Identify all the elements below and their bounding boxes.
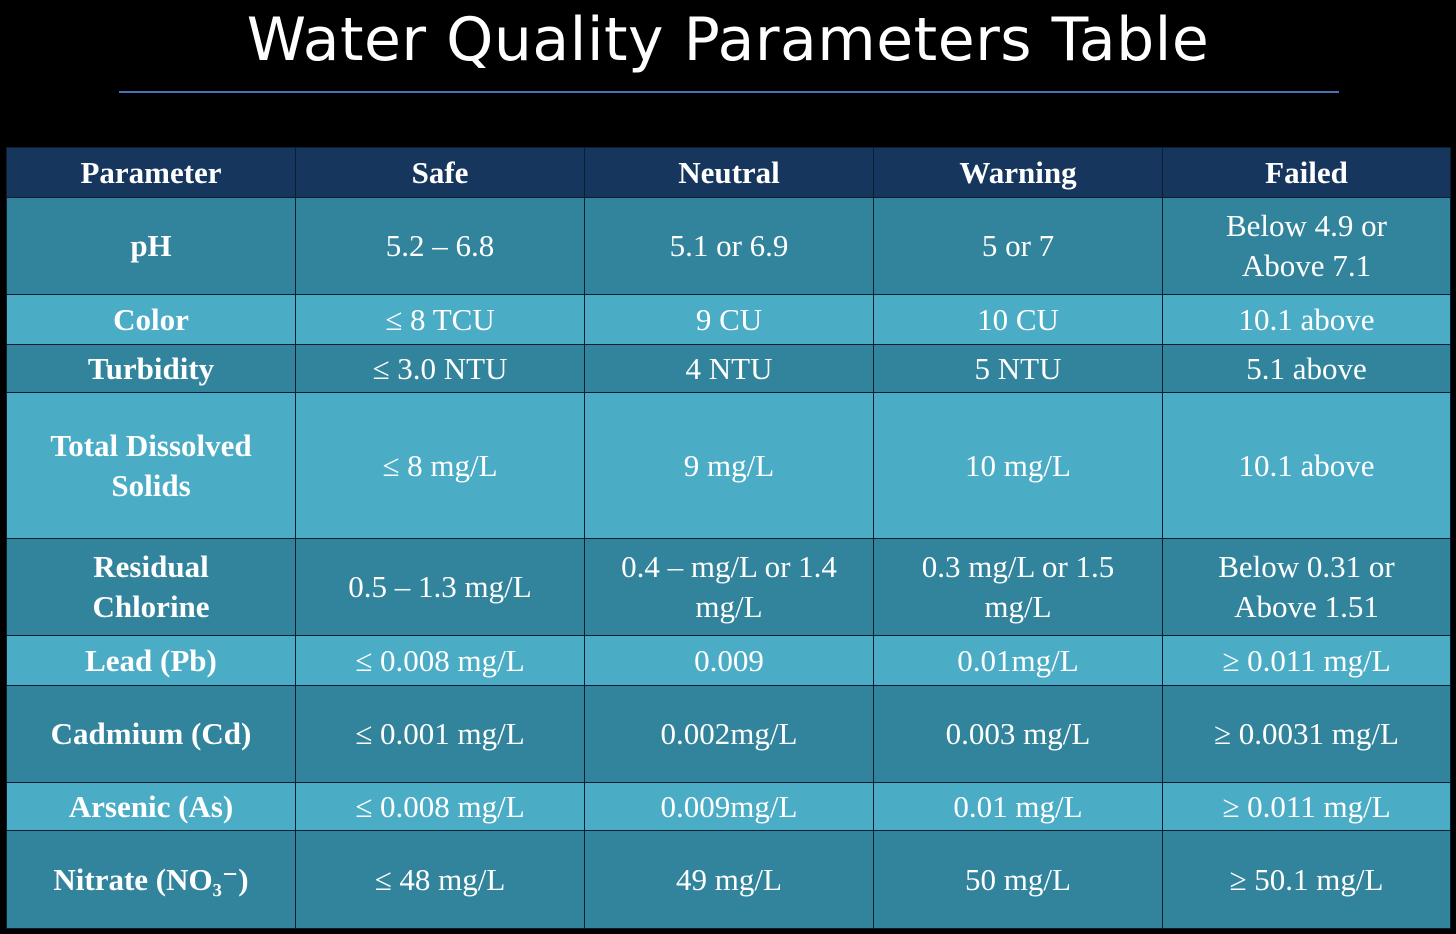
header-neutral: Neutral	[584, 147, 874, 198]
cell-failed: ≥ 0.011 mg/L	[1162, 635, 1451, 686]
cell-parameter: Cadmium (Cd)	[6, 685, 296, 783]
header-failed: Failed	[1162, 147, 1451, 198]
cell-neutral: 0.009mg/L	[584, 782, 874, 831]
cell-safe: ≤ 8 mg/L	[295, 392, 585, 539]
cell-neutral: 9 mg/L	[584, 392, 874, 539]
cell-failed: Below 4.9 or Above 7.1	[1162, 197, 1451, 295]
cell-parameter: Lead (Pb)	[6, 635, 296, 686]
cell-warning: 5 NTU	[873, 344, 1163, 393]
table-row: Arsenic (As) ≤ 0.008 mg/L 0.009mg/L 0.01…	[6, 782, 1451, 831]
page-title: Water Quality Parameters Table	[246, 5, 1210, 75]
cell-failed: 10.1 above	[1162, 294, 1451, 345]
cell-warning: 0.01mg/L	[873, 635, 1163, 686]
cell-safe: ≤ 8 TCU	[295, 294, 585, 345]
cell-parameter: Turbidity	[6, 344, 296, 393]
header-safe: Safe	[295, 147, 585, 198]
cell-neutral: 0.009	[584, 635, 874, 686]
cell-neutral: 5.1 or 6.9	[584, 197, 874, 295]
table-row: Lead (Pb) ≤ 0.008 mg/L 0.009 0.01mg/L ≥ …	[6, 635, 1451, 686]
title-divider	[119, 91, 1339, 93]
cell-warning: 0.01 mg/L	[873, 782, 1163, 831]
table-row: Turbidity ≤ 3.0 NTU 4 NTU 5 NTU 5.1 abov…	[6, 344, 1451, 393]
cell-failed: ≥ 0.0031 mg/L	[1162, 685, 1451, 783]
cell-parameter: Color	[6, 294, 296, 345]
table-row: Cadmium (Cd) ≤ 0.001 mg/L 0.002mg/L 0.00…	[6, 685, 1451, 783]
cell-safe: ≤ 3.0 NTU	[295, 344, 585, 393]
cell-warning: 10 mg/L	[873, 392, 1163, 539]
cell-parameter: pH	[6, 197, 296, 295]
cell-warning: 50 mg/L	[873, 830, 1163, 929]
cell-neutral: 0.4 – mg/L or 1.4 mg/L	[584, 538, 874, 636]
cell-safe: 0.5 – 1.3 mg/L	[295, 538, 585, 636]
cell-parameter: Residual Chlorine	[6, 538, 296, 636]
cell-parameter: Arsenic (As)	[6, 782, 296, 831]
table-row: pH 5.2 – 6.8 5.1 or 6.9 5 or 7 Below 4.9…	[6, 197, 1451, 295]
cell-safe: ≤ 48 mg/L	[295, 830, 585, 929]
cell-neutral: 0.002mg/L	[584, 685, 874, 783]
water-quality-table: Parameter Safe Neutral Warning Failed pH…	[6, 147, 1451, 929]
cell-warning: 0.003 mg/L	[873, 685, 1163, 783]
cell-failed: ≥ 50.1 mg/L	[1162, 830, 1451, 929]
cell-parameter: Total Dissolved Solids	[6, 392, 296, 539]
table-row: Color ≤ 8 TCU 9 CU 10 CU 10.1 above	[6, 294, 1451, 345]
cell-warning: 0.3 mg/L or 1.5 mg/L	[873, 538, 1163, 636]
cell-neutral: 4 NTU	[584, 344, 874, 393]
cell-safe: ≤ 0.001 mg/L	[295, 685, 585, 783]
cell-failed: Below 0.31 or Above 1.51	[1162, 538, 1451, 636]
table-row: Nitrate (NO₃⁻) ≤ 48 mg/L 49 mg/L 50 mg/L…	[6, 830, 1451, 929]
table-header-row: Parameter Safe Neutral Warning Failed	[6, 147, 1451, 198]
header-parameter: Parameter	[6, 147, 296, 198]
cell-neutral: 9 CU	[584, 294, 874, 345]
table-row: Residual Chlorine 0.5 – 1.3 mg/L 0.4 – m…	[6, 538, 1451, 636]
cell-parameter: Nitrate (NO₃⁻)	[6, 830, 296, 929]
cell-safe: ≤ 0.008 mg/L	[295, 635, 585, 686]
cell-failed: ≥ 0.011 mg/L	[1162, 782, 1451, 831]
cell-failed: 10.1 above	[1162, 392, 1451, 539]
cell-failed: 5.1 above	[1162, 344, 1451, 393]
cell-warning: 5 or 7	[873, 197, 1163, 295]
cell-neutral: 49 mg/L	[584, 830, 874, 929]
cell-safe: 5.2 – 6.8	[295, 197, 585, 295]
header-warning: Warning	[873, 147, 1163, 198]
table-row: Total Dissolved Solids ≤ 8 mg/L 9 mg/L 1…	[6, 392, 1451, 539]
cell-safe: ≤ 0.008 mg/L	[295, 782, 585, 831]
cell-warning: 10 CU	[873, 294, 1163, 345]
